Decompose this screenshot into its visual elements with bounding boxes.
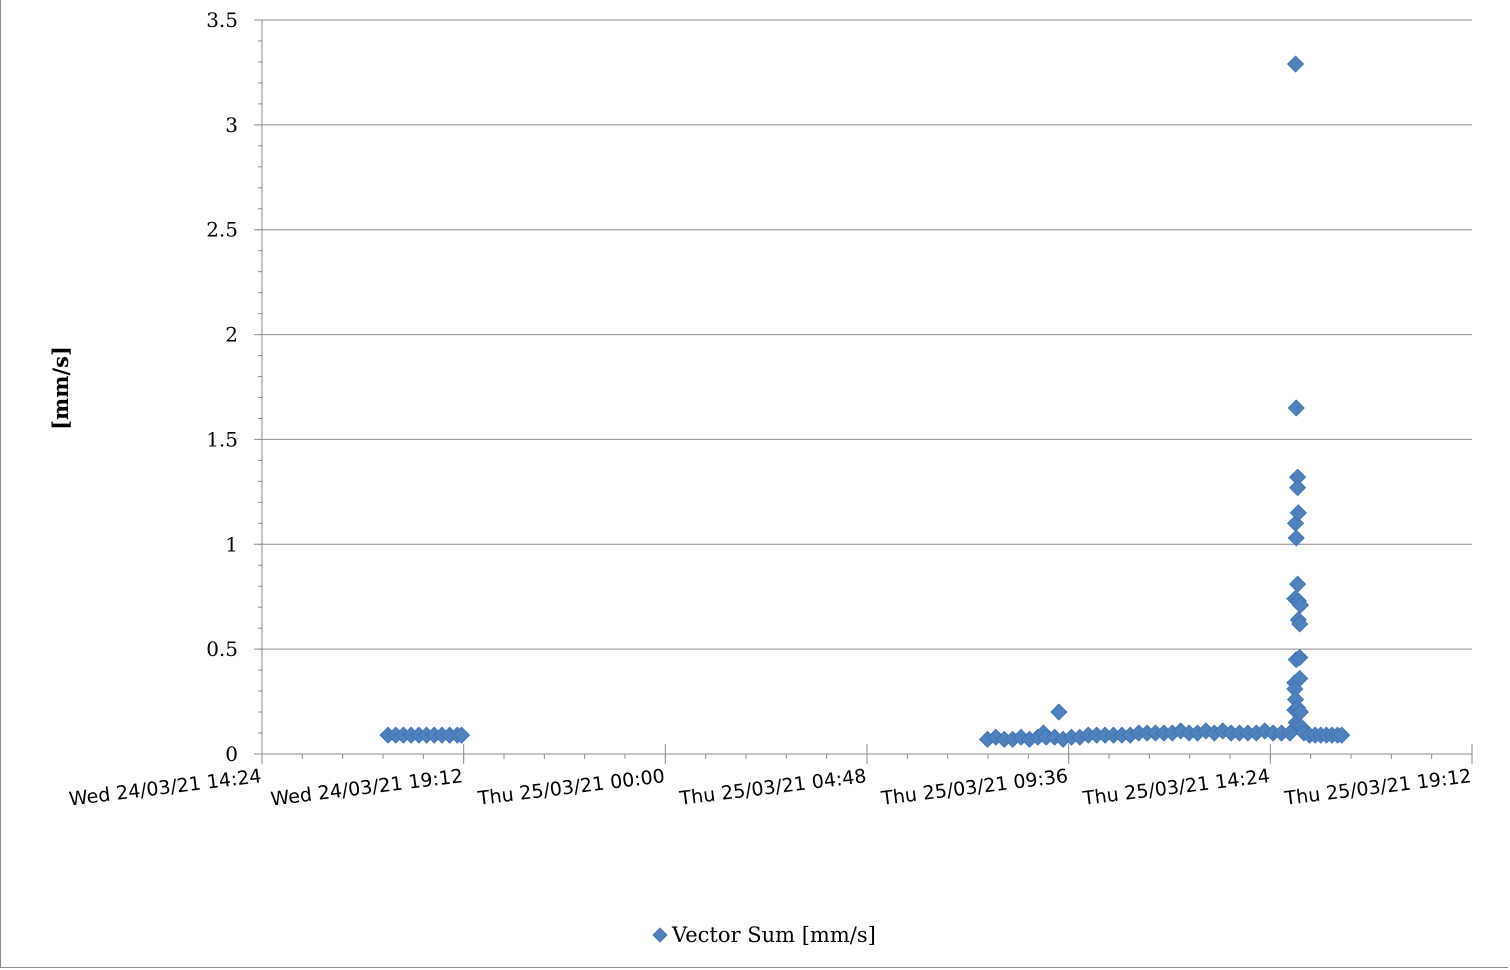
x-tick-label: Thu 25/03/21 09:36	[879, 765, 1069, 810]
y-tick-label: 3.5	[206, 8, 238, 32]
data-point	[1289, 575, 1307, 593]
y-tick-label: 1	[225, 532, 238, 556]
y-axis-label: [mm/s]	[48, 346, 73, 430]
x-tick-label: Thu 25/03/21 14:24	[1081, 765, 1271, 810]
x-tick-label: Wed 24/03/21 19:12	[269, 765, 464, 810]
data-point	[1289, 504, 1307, 522]
y-tick-label: 0	[225, 742, 238, 766]
data-point	[1291, 615, 1309, 633]
data-points	[379, 55, 1351, 748]
x-tick-label: Thu 25/03/21 00:00	[476, 765, 666, 810]
data-point	[1291, 669, 1309, 688]
x-tick-label: Thu 25/03/21 04:48	[677, 765, 867, 810]
data-point	[1291, 648, 1309, 667]
y-tick-label: 1.5	[206, 427, 238, 451]
y-tick-labels: 0 0.5 1 1.5 2 2.5 3 3.5	[206, 8, 238, 766]
data-point	[1289, 479, 1307, 497]
data-point	[1286, 55, 1305, 73]
x-tick-labels: Wed 24/03/21 14:24 Wed 24/03/21 19:12 Thu …	[68, 765, 1473, 810]
legend-label-vector-sum: Vector Sum [mm/s]	[671, 923, 876, 947]
data-point	[1050, 703, 1068, 721]
data-point	[1333, 726, 1351, 744]
x-tick-label: Thu 25/03/21 19:12	[1282, 765, 1472, 810]
x-tick-label: Wed 24/03/21 14:24	[68, 765, 263, 810]
data-point	[1287, 399, 1305, 417]
data-point	[453, 726, 471, 744]
data-point	[1287, 529, 1305, 547]
legend-marker	[652, 927, 668, 943]
legend: Vector Sum [mm/s]	[652, 923, 876, 947]
data-point	[1281, 724, 1299, 742]
y-tick-label: 2.5	[206, 218, 238, 242]
axes	[254, 19, 1473, 764]
y-tick-label: 0.5	[206, 637, 238, 661]
data-point	[1291, 596, 1310, 614]
gridlines	[254, 19, 1472, 650]
y-tick-label: 2	[225, 323, 238, 347]
y-tick-label: 3	[225, 113, 238, 137]
